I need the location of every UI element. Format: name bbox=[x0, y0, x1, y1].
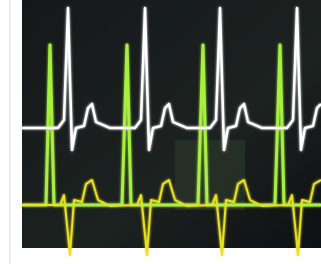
photo bbox=[0, 0, 321, 264]
screenshot bbox=[0, 0, 321, 264]
